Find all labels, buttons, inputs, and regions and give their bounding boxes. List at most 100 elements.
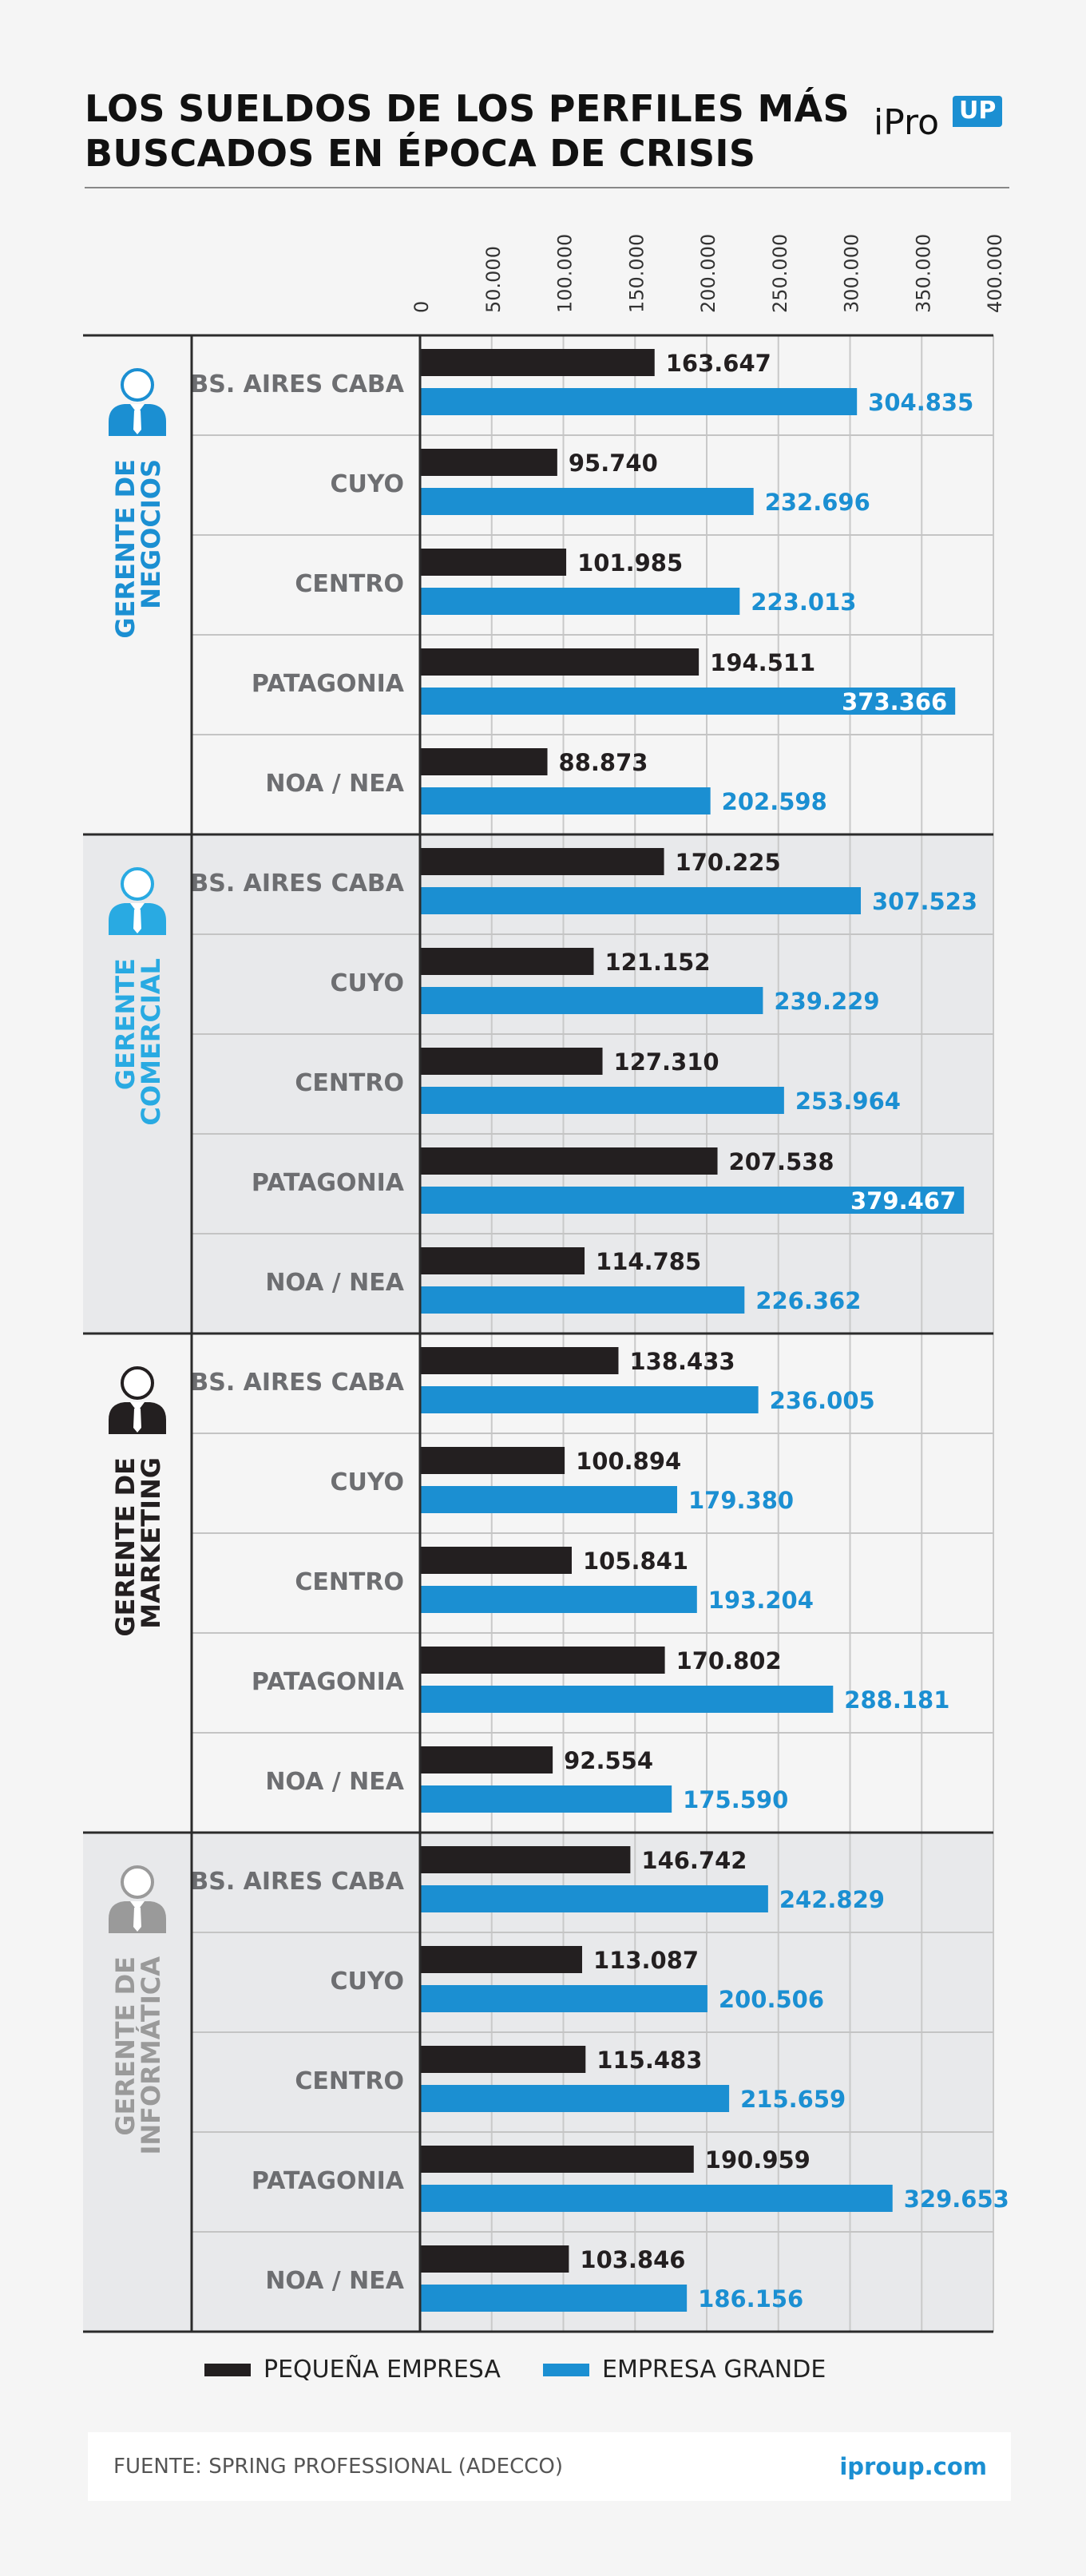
value-label-grande: 373.366	[842, 688, 947, 715]
region-label: BS. AIRES CABA	[190, 1868, 404, 1896]
group-label-line: GERENTE DE	[110, 1956, 141, 2136]
value-label-grande: 307.523	[872, 888, 977, 915]
title-line-1: LOS SUELDOS DE LOS PERFILES MÁS	[85, 87, 850, 130]
bar-grande	[420, 1386, 759, 1413]
value-label-pequena: 207.538	[729, 1148, 834, 1175]
bar-grande	[420, 1087, 784, 1114]
legend-label-pequena: PEQUEÑA EMPRESA	[264, 2356, 501, 2384]
value-label-grande: 304.835	[868, 389, 973, 416]
bar-pequena	[420, 1447, 565, 1474]
bar-pequena	[420, 1547, 572, 1574]
businessman-icon-collar	[130, 404, 145, 414]
value-label-grande: 242.829	[779, 1886, 885, 1913]
value-label-pequena: 163.647	[666, 350, 771, 377]
iproup-logo: iPro UP	[874, 94, 1017, 150]
value-label-grande: 186.156	[698, 2285, 803, 2312]
value-label-grande: 179.380	[688, 1487, 794, 1514]
bar-grande	[420, 1586, 697, 1613]
value-label-grande: 379.467	[850, 1187, 956, 1215]
bar-grande	[420, 1486, 677, 1513]
bar-pequena	[420, 1946, 582, 1973]
region-label: CENTRO	[295, 570, 404, 598]
legend-item-grande: EMPRESA GRANDE	[543, 2356, 826, 2384]
bar-pequena	[420, 2046, 586, 2073]
bar-grande	[420, 1686, 834, 1713]
value-label-grande: 175.590	[683, 1786, 788, 1813]
bar-grande	[420, 488, 754, 515]
x-tick-label: 50.000	[482, 246, 505, 313]
group-label-line: MARKETING	[136, 1457, 166, 1629]
logo-badge: UP	[953, 96, 1003, 127]
region-label: CENTRO	[295, 1069, 404, 1097]
value-label-pequena: 138.433	[629, 1348, 735, 1375]
group-label-line: GERENTE DE	[110, 459, 141, 639]
bar-pequena	[420, 449, 557, 476]
bar-pequena	[420, 1746, 553, 1773]
value-label-grande: 202.598	[722, 788, 827, 815]
bar-pequena	[420, 1846, 631, 1873]
region-label: CENTRO	[295, 2067, 404, 2095]
legend-swatch-pequena	[204, 2363, 251, 2376]
businessman-icon-tie	[133, 1409, 141, 1433]
value-label-grande: 236.005	[770, 1387, 875, 1414]
bar-pequena	[420, 1347, 619, 1374]
x-tick-label: 250.000	[769, 234, 791, 313]
businessman-icon-collar	[130, 1901, 145, 1911]
group-label-line: GERENTE DE	[110, 1457, 141, 1637]
footer-url[interactable]: iproup.com	[839, 2453, 987, 2480]
bar-grande	[420, 887, 862, 914]
region-label: NOA / NEA	[265, 770, 404, 798]
bar-grande	[420, 1187, 965, 1214]
x-tick-label: 350.000	[912, 234, 934, 313]
value-label-grande: 253.964	[795, 1088, 901, 1115]
bar-grande	[420, 2285, 688, 2312]
region-label: BS. AIRES CABA	[190, 1369, 404, 1397]
x-tick-label: 300.000	[841, 234, 863, 313]
logo-text: iPro	[874, 102, 940, 143]
group-label: GERENTE DEMARKETING	[110, 1457, 166, 1637]
value-label-grande: 193.204	[708, 1587, 814, 1614]
region-label: BS. AIRES CABA	[190, 870, 404, 898]
footer-source: FUENTE: SPRING PROFESSIONAL (ADECCO)	[113, 2455, 563, 2479]
region-label: CUYO	[330, 969, 404, 997]
businessman-icon-head	[121, 368, 154, 402]
value-label-pequena: 100.894	[576, 1448, 681, 1475]
value-label-pequena: 105.841	[583, 1548, 688, 1575]
region-label: PATAGONIA	[252, 2167, 405, 2195]
businessman-icon-tie	[133, 910, 141, 933]
region-label: NOA / NEA	[265, 2267, 404, 2295]
region-label: PATAGONIA	[252, 1169, 405, 1197]
group-label-line: INFORMÁTICA	[136, 1956, 166, 2155]
businessman-icon-collar	[130, 1402, 145, 1412]
bar-grande	[420, 588, 740, 615]
value-label-pequena: 103.846	[580, 2246, 685, 2273]
businessman-icon-tie	[133, 1908, 141, 1932]
group-label: GERENTE DEINFORMÁTICA	[110, 1956, 166, 2155]
value-label-grande: 226.362	[755, 1287, 861, 1314]
legend-label-grande: EMPRESA GRANDE	[602, 2356, 826, 2384]
value-label-pequena: 170.802	[676, 1647, 782, 1674]
x-tick-label: 150.000	[625, 234, 648, 313]
group-label: GERENTE DENEGOCIOS	[110, 459, 166, 639]
value-label-pequena: 92.554	[564, 1747, 653, 1774]
group-label-line: COMERCIAL	[136, 958, 166, 1126]
value-label-pequena: 146.742	[641, 1847, 747, 1874]
region-label: CENTRO	[295, 1568, 404, 1596]
bar-grande	[420, 688, 956, 715]
value-label-pequena: 194.511	[710, 649, 815, 676]
title-divider	[85, 187, 1009, 188]
x-tick-label: 0	[410, 301, 433, 313]
value-label-pequena: 88.873	[559, 749, 648, 776]
bar-pequena	[420, 2146, 694, 2173]
value-label-grande: 232.696	[765, 489, 870, 516]
page-title: LOS SUELDOS DE LOS PERFILES MÁS BUSCADOS…	[85, 86, 851, 176]
bar-pequena	[420, 349, 655, 376]
bar-grande	[420, 987, 763, 1014]
group-label-line: NEGOCIOS	[136, 459, 166, 609]
region-label: NOA / NEA	[265, 1768, 404, 1796]
x-tick-label: 100.000	[554, 234, 577, 313]
bar-pequena	[420, 1647, 665, 1674]
x-tick-label: 200.000	[697, 234, 719, 313]
businessman-icon-tie	[133, 410, 141, 434]
